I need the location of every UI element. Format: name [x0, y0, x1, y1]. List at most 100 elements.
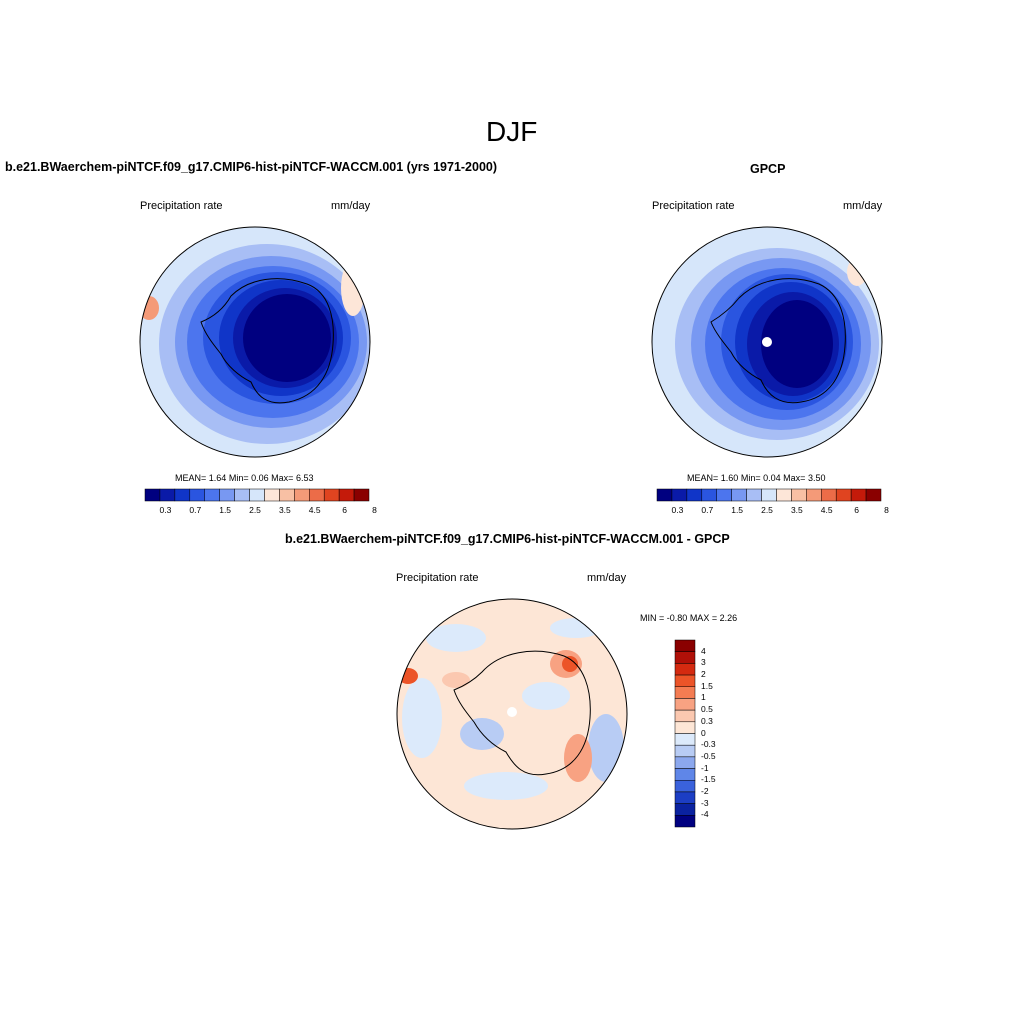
diff-min-value: -0.80 — [666, 613, 688, 623]
colorbar-swatch — [264, 488, 280, 502]
colorbar-swatch — [761, 488, 777, 502]
diff-neg-patch-1 — [426, 624, 486, 652]
diff-panel-title: b.e21.BWaerchem-piNTCF.f09_g17.CMIP6-his… — [285, 532, 730, 546]
model-max-label: Max= — [271, 473, 294, 483]
obs-min-value: 0.04 — [763, 473, 781, 483]
diff-neg-patch-3 — [402, 678, 442, 758]
diff-colorbar-tick-label: 0.5 — [701, 704, 713, 715]
colorbar-tick-label: 6 — [342, 505, 347, 515]
colorbar-swatch — [806, 488, 822, 502]
colorbar-tick-label: 4.5 — [820, 505, 833, 515]
diff-colorbar-swatch — [674, 721, 696, 734]
diff-colorbar-swatch — [674, 733, 696, 746]
model-mean-label: MEAN= — [175, 473, 207, 483]
colorbar-tick-label: 1.5 — [731, 505, 744, 515]
colorbar-tick-label: 2.5 — [761, 505, 773, 515]
model-min-label: Min= — [228, 473, 249, 483]
colorbar-swatch — [671, 488, 688, 502]
colorbar-tick-label: 3.5 — [278, 505, 291, 515]
diff-map — [396, 598, 628, 830]
diff-colorbar-tick-label: 0 — [701, 727, 706, 738]
diff-colorbar-tick-label: 4 — [701, 645, 706, 656]
diff-colorbar-swatch — [674, 803, 696, 816]
colorbar-swatch — [309, 488, 325, 502]
colorbar-swatch — [776, 488, 792, 502]
diff-stats: MIN = -0.80 MAX = 2.26 — [640, 613, 737, 623]
colorbar-swatch — [159, 488, 176, 502]
diff-pos-patch-3 — [564, 734, 592, 782]
obs-map — [651, 226, 883, 458]
diff-pos-patch-4 — [398, 668, 418, 684]
obs-panel-title: GPCP — [750, 162, 786, 176]
diff-colorbar-swatch — [674, 674, 696, 687]
colorbar-tick-label: 8 — [884, 505, 889, 515]
obs-max-value: 3.50 — [807, 473, 826, 483]
model-coastline — [200, 278, 334, 404]
colorbar-tick-label: 6 — [854, 505, 859, 515]
model-variable-label: Precipitation rate — [140, 200, 223, 212]
diff-colorbar-swatch — [674, 744, 696, 758]
diff-colorbar-ticks: 4 3 2 1.5 1 0.5 0.3 0 -0.3 -0.5 -1 -1.5 -2 -3 -4 — [701, 640, 741, 827]
diff-pole-hole — [507, 707, 517, 717]
colorbar-swatch — [219, 488, 235, 502]
colorbar-swatch — [850, 488, 867, 502]
colorbar-tick-label: 8 — [372, 505, 377, 515]
colorbar-tick-label: 2.5 — [249, 505, 261, 515]
colorbar-swatch — [338, 488, 355, 502]
colorbar-swatch — [791, 488, 807, 502]
colorbar-tick-label: 4.5 — [308, 505, 321, 515]
figure-title: DJF — [486, 116, 538, 147]
obs-level-7 — [761, 300, 833, 388]
diff-pos-patch-5 — [442, 672, 470, 688]
model-wet-spot — [140, 296, 159, 320]
colorbar-tick-label: 0.7 — [189, 505, 202, 515]
diff-colorbar — [674, 639, 696, 828]
model-max-value: 6.53 — [295, 473, 314, 483]
diff-pos-patch-2 — [562, 656, 578, 672]
colorbar-tick-label: 0.3 — [159, 505, 172, 515]
model-colorbar-ticks: 0.3 0.7 1.5 2.5 3.5 4.5 6 8 — [145, 505, 376, 517]
colorbar-swatch — [204, 488, 220, 502]
colorbar-tick-label: 3.5 — [790, 505, 803, 515]
diff-colorbar-tick-label: -1 — [701, 762, 709, 773]
diff-colorbar-swatch — [674, 639, 696, 652]
diff-colorbar-tick-label: -1.5 — [701, 774, 716, 785]
colorbar-swatch — [144, 488, 161, 502]
colorbar-swatch — [701, 488, 717, 502]
colorbar-swatch — [279, 488, 295, 502]
diff-colorbar-tick-label: 1 — [701, 692, 706, 703]
colorbar-tick-label: 1.5 — [219, 505, 232, 515]
colorbar-swatch — [821, 488, 837, 502]
obs-max-label: Max= — [783, 473, 806, 483]
diff-neg-patch-2 — [550, 618, 602, 638]
diff-colorbar-swatch — [674, 756, 696, 769]
colorbar-swatch — [174, 488, 191, 502]
model-level-7 — [243, 294, 331, 382]
obs-min-label: Min= — [740, 473, 761, 483]
diff-colorbar-swatch — [674, 663, 696, 676]
diff-max-value: 2.26 — [719, 613, 738, 623]
diff-colorbar-swatch — [674, 780, 696, 793]
colorbar-swatch — [249, 488, 265, 502]
colorbar-swatch — [656, 488, 673, 502]
colorbar-swatch — [686, 488, 703, 502]
colorbar-swatch — [189, 488, 205, 502]
diff-variable-label: Precipitation rate — [396, 572, 479, 584]
diff-colorbar-swatch — [674, 698, 696, 711]
colorbar-tick-label: 0.7 — [701, 505, 714, 515]
model-units-label: mm/day — [331, 200, 371, 212]
model-min-value: 0.06 — [251, 473, 269, 483]
colorbar-swatch — [323, 488, 340, 502]
diff-colorbar-tick-label: 3 — [701, 657, 706, 668]
diff-min-label: MIN = — [640, 613, 665, 623]
diff-neg-patch-7 — [522, 682, 570, 710]
diff-colorbar-swatch — [674, 815, 696, 828]
obs-units-label: mm/day — [843, 200, 883, 212]
diff-units-label: mm/day — [587, 572, 627, 584]
diff-colorbar-swatch — [674, 686, 696, 699]
diff-colorbar-tick-label: -4 — [701, 809, 709, 820]
colorbar-swatch — [294, 488, 310, 502]
diff-max-label: MAX = — [689, 613, 718, 623]
obs-mean-label: MEAN= — [687, 473, 719, 483]
colorbar-swatch — [835, 488, 852, 502]
